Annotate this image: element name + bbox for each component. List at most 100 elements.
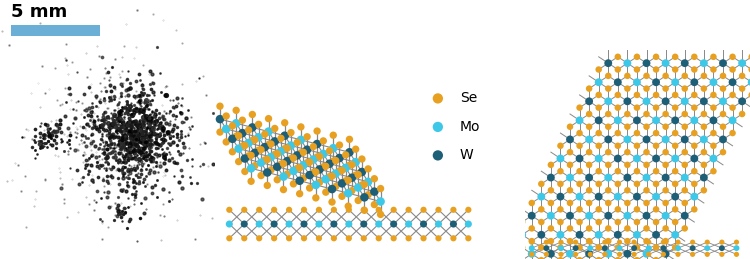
Point xyxy=(584,239,596,243)
Point xyxy=(631,207,643,211)
Point xyxy=(536,220,548,224)
Point xyxy=(631,80,643,84)
Point xyxy=(246,138,258,142)
Point xyxy=(650,93,662,97)
Point xyxy=(242,154,254,158)
Point xyxy=(278,162,290,166)
Point xyxy=(374,186,386,191)
Point xyxy=(746,55,750,59)
Point xyxy=(344,137,355,141)
Point xyxy=(640,150,652,154)
Point xyxy=(640,163,652,167)
Point xyxy=(285,156,297,161)
Point xyxy=(660,176,672,180)
Point xyxy=(278,188,290,192)
Point xyxy=(592,169,604,173)
Point xyxy=(679,150,691,154)
Point xyxy=(526,240,538,244)
Point xyxy=(698,112,709,116)
Point xyxy=(462,236,474,240)
Point xyxy=(224,208,236,212)
Point xyxy=(716,252,728,256)
Point xyxy=(362,180,374,184)
Point xyxy=(660,201,672,205)
Point xyxy=(238,156,250,161)
Point xyxy=(688,144,700,148)
Text: Se: Se xyxy=(460,91,477,105)
Point xyxy=(574,220,586,224)
Point xyxy=(660,252,672,256)
Point xyxy=(433,208,445,212)
Point xyxy=(621,252,633,256)
Point xyxy=(544,201,556,205)
Point xyxy=(650,207,662,211)
Point xyxy=(373,222,385,226)
Point xyxy=(544,188,556,192)
Point xyxy=(602,176,614,180)
Point xyxy=(660,87,672,91)
Point xyxy=(564,176,576,180)
Point xyxy=(669,80,681,84)
Point xyxy=(614,246,626,250)
Point xyxy=(640,226,652,231)
Point xyxy=(574,195,586,199)
Point xyxy=(688,207,700,211)
Point xyxy=(592,220,604,224)
Point xyxy=(717,150,729,154)
Point xyxy=(612,144,624,148)
Point xyxy=(564,188,576,192)
Point xyxy=(612,106,624,110)
Point xyxy=(650,106,662,110)
Point xyxy=(526,252,538,256)
Point xyxy=(669,245,681,249)
Point xyxy=(584,240,596,244)
Point xyxy=(669,131,681,135)
Point xyxy=(672,246,684,250)
Point xyxy=(343,208,355,212)
Point xyxy=(374,212,386,217)
Point xyxy=(650,144,662,148)
Point xyxy=(584,252,596,256)
Point xyxy=(730,252,742,256)
Point xyxy=(707,156,719,161)
Point xyxy=(584,188,596,192)
Point xyxy=(727,131,739,135)
Point xyxy=(640,188,652,192)
Point xyxy=(621,74,633,78)
Point xyxy=(540,246,552,250)
Point xyxy=(698,176,709,180)
Point xyxy=(554,156,566,161)
Point xyxy=(275,136,287,140)
Point xyxy=(602,112,614,116)
Point xyxy=(679,99,691,103)
Point xyxy=(640,239,652,243)
Point xyxy=(631,233,643,237)
Point xyxy=(570,252,582,256)
Point xyxy=(261,183,273,188)
Point xyxy=(352,172,364,177)
Point xyxy=(330,184,342,189)
Point xyxy=(330,171,342,176)
Point xyxy=(308,145,320,149)
Point xyxy=(602,137,614,141)
Point xyxy=(584,201,596,205)
Point xyxy=(688,131,700,135)
Text: 5 mm: 5 mm xyxy=(10,3,67,21)
Point xyxy=(368,190,380,194)
Point xyxy=(314,180,326,184)
Point xyxy=(612,233,624,237)
Point xyxy=(640,61,652,65)
Point xyxy=(631,169,643,173)
Point xyxy=(432,125,444,129)
Point xyxy=(660,188,672,192)
Point xyxy=(621,125,633,129)
Point xyxy=(323,175,335,179)
Point xyxy=(554,258,566,259)
Point xyxy=(253,122,265,126)
Point xyxy=(388,236,400,240)
Point xyxy=(224,236,236,240)
Point xyxy=(334,169,346,173)
Point xyxy=(232,160,244,164)
Point xyxy=(281,146,293,150)
Point xyxy=(313,208,325,212)
